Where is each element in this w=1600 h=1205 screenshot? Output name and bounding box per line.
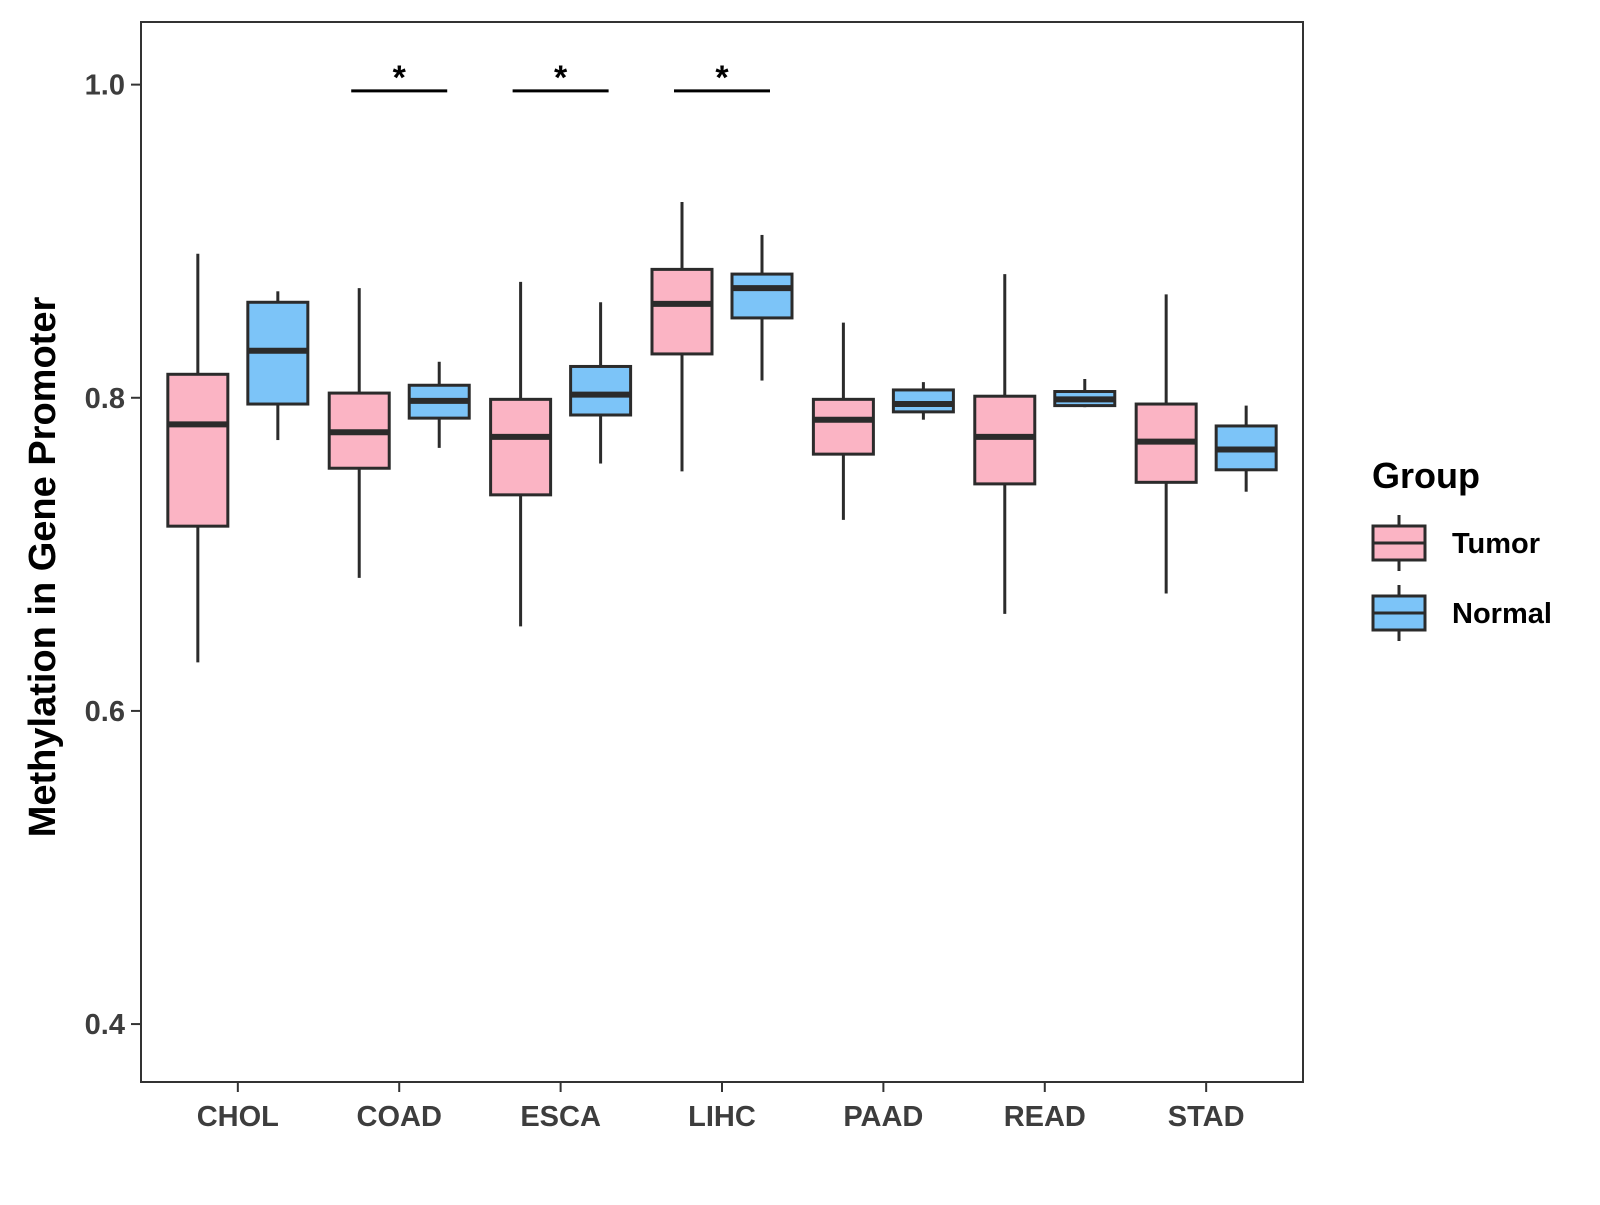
box-normal-stad xyxy=(1214,405,1278,492)
box-tumor-coad xyxy=(327,288,391,578)
box-normal-esca xyxy=(569,302,633,464)
box-body xyxy=(166,372,230,528)
box-normal-chol xyxy=(246,291,310,441)
box-normal-lihc xyxy=(730,234,794,381)
x-tick-label: ESCA xyxy=(520,1101,601,1133)
legend-key-normal xyxy=(1371,585,1427,641)
x-tick-label: PAAD xyxy=(843,1101,923,1133)
x-tick-label: LIHC xyxy=(688,1101,756,1133)
x-axis: CHOL COAD ESCA LIHC PAAD READ STAD xyxy=(197,1082,1245,1133)
box-normal-read xyxy=(1053,378,1117,408)
box-tumor-stad xyxy=(1134,294,1198,594)
box-body xyxy=(973,394,1037,486)
significance-annotations: * * * xyxy=(351,59,770,97)
x-tick-label: COAD xyxy=(357,1101,442,1133)
box-body xyxy=(730,272,794,320)
y-axis: 0.4 0.6 0.8 1.0 xyxy=(85,70,141,1041)
y-tick-label: 0.6 xyxy=(85,696,125,728)
box-body xyxy=(811,397,875,456)
legend-label-normal: Normal xyxy=(1452,598,1552,630)
box-tumor-paad xyxy=(811,322,875,520)
legend-label-tumor: Tumor xyxy=(1452,528,1540,560)
significance-star: * xyxy=(715,59,729,97)
box-tumor-read xyxy=(973,274,1037,614)
x-tick-label: READ xyxy=(1004,1101,1086,1133)
y-tick-label: 1.0 xyxy=(85,70,125,102)
box-body xyxy=(650,267,714,356)
y-axis-title: Methylation in Gene Promoter xyxy=(22,297,64,838)
box-tumor-esca xyxy=(489,281,553,627)
significance-star: * xyxy=(393,59,407,97)
y-tick-label: 0.8 xyxy=(85,383,125,415)
legend-title: Group xyxy=(1372,455,1480,496)
box-normal-coad xyxy=(407,361,471,448)
significance-star: * xyxy=(554,59,568,97)
box-body xyxy=(489,397,553,497)
y-tick-label: 0.4 xyxy=(85,1009,125,1041)
x-tick-label: STAD xyxy=(1168,1101,1245,1133)
box-normal-paad xyxy=(891,382,955,420)
legend-key-tumor xyxy=(1371,515,1427,571)
box-body xyxy=(891,388,955,414)
x-tick-label: CHOL xyxy=(197,1101,279,1133)
legend: Group Tumor Normal xyxy=(1371,455,1552,641)
box-tumor-chol xyxy=(166,253,230,663)
box-body xyxy=(569,364,633,417)
box-tumor-lihc xyxy=(650,202,714,472)
box-series xyxy=(166,202,1278,663)
plot-panel xyxy=(140,21,1304,1083)
